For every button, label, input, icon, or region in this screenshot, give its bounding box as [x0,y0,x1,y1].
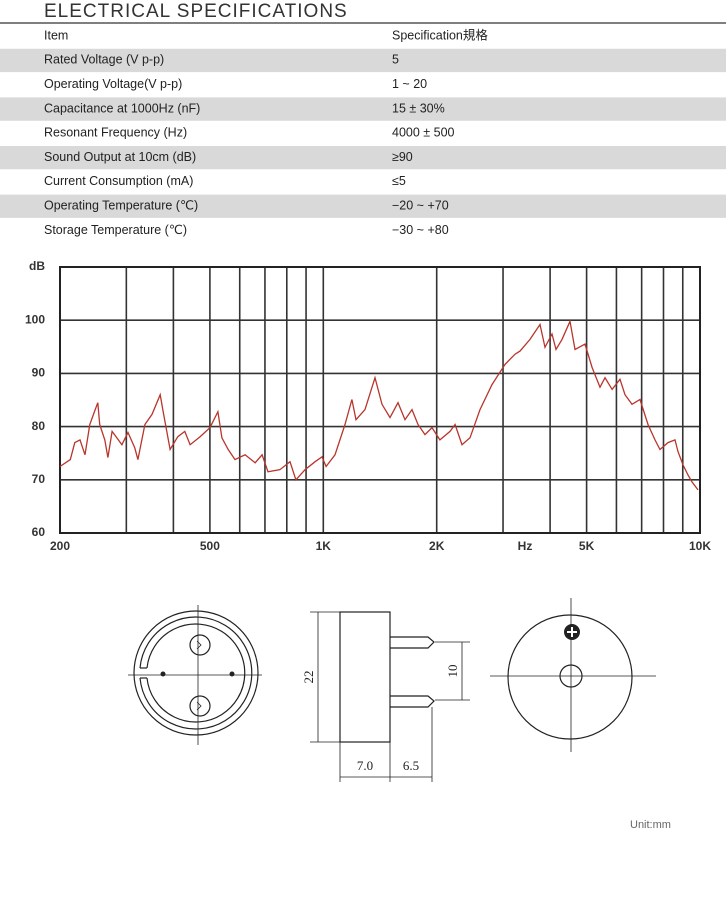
plot-frame [59,266,701,534]
spec-value: 15 ± 30% [392,101,445,115]
spec-item: Storage Temperature (℃) [44,223,187,237]
spec-value: ≤5 [392,174,406,188]
spec-item: Operating Temperature (℃) [44,199,198,213]
row-shade [0,194,726,219]
row-shade [0,145,726,170]
spec-item: Operating Voltage(V p-p) [44,77,182,91]
y-tick-label: 80 [32,419,46,433]
spec-item: Sound Output at 10cm (dB) [44,150,196,164]
dim-pin: 6.5 [403,758,419,773]
spec-value: −20 ~ +70 [392,199,449,213]
spec-item: Capacitance at 1000Hz (nF) [44,101,200,115]
row-shade [0,48,726,73]
x-tick-label: 10K [689,539,711,553]
spec-value: 5 [392,53,399,67]
spec-value: ≥90 [392,150,413,164]
x-tick-label: 5K [579,539,595,553]
front-view [128,605,262,745]
unit-note: Unit:mm [630,819,671,831]
y-tick-label: 70 [32,472,46,486]
spec-table: Item Specification規格 Rated Voltage (V p-p)… [0,27,726,237]
row-shade [0,96,726,122]
side-view: 22 10 7.0 6.5 [301,611,470,782]
y-tick-label: 100 [25,312,45,326]
y-tick-label: 90 [32,366,46,380]
back-view [490,598,656,752]
dim-height: 22 [301,671,316,684]
dim-pin-spacing: 10 [445,665,460,678]
response-line [59,319,699,491]
spec-value: 1 ~ 20 [392,77,427,91]
spec-value: 4000 ± 500 [392,126,455,140]
x-tick-label: 200 [50,539,70,553]
frequency-chart: 60 70 80 90 100 200 500 1K 2K 5K 10K dB Hz [25,259,711,553]
section-title: ELECTRICAL SPECIFICATIONS [44,1,348,22]
spec-value: −30 ~ +80 [392,223,449,237]
spec-item: Resonant Frequency (Hz) [44,126,187,140]
spec-item: Rated Voltage (V p-p) [44,53,164,67]
y-unit-label: dB [29,259,45,273]
y-tick-label: 60 [32,525,46,539]
column-header: Specification規格 [392,27,488,42]
dim-body: 7.0 [357,758,373,773]
x-tick-label: 2K [429,539,445,553]
x-tick-label: 500 [200,539,220,553]
x-unit-label: Hz [518,539,533,553]
column-header: Item [44,28,68,42]
x-tick-label: 1K [316,539,332,553]
spec-item: Current Consumption (mA) [44,174,193,188]
